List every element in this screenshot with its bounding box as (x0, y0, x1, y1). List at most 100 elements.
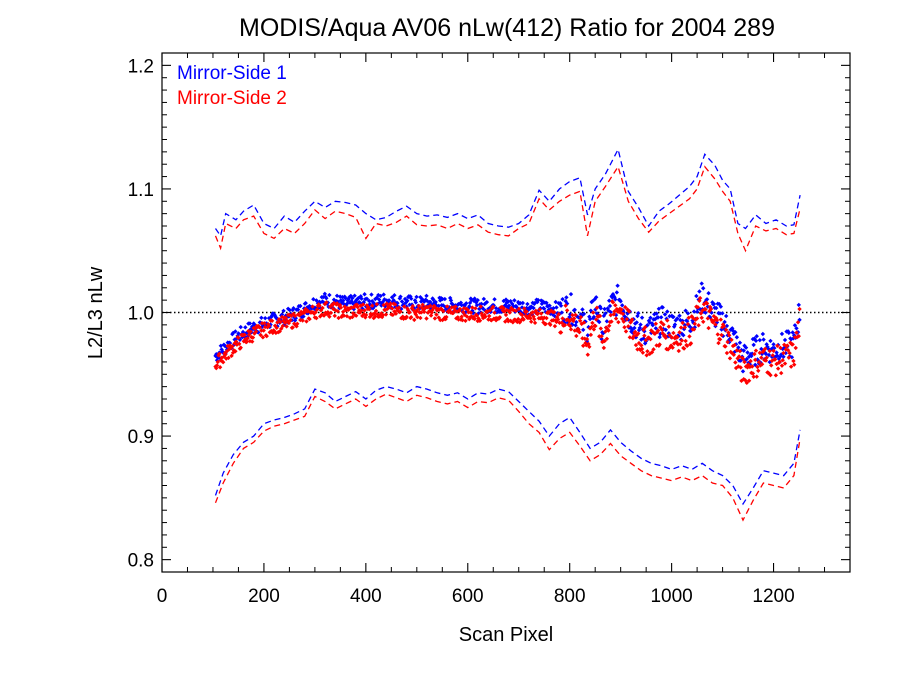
series-1-point (791, 336, 796, 341)
series-1-point (564, 295, 569, 300)
series-2-point (353, 313, 359, 318)
series-1-point (547, 303, 552, 308)
series-2-point (726, 330, 731, 335)
series-2-point (692, 321, 698, 327)
series-1-point (574, 319, 579, 325)
series-1-point (243, 325, 248, 330)
series-2-point (226, 355, 231, 361)
series-2-point (314, 315, 319, 321)
series-2-point (477, 318, 483, 323)
series-1-point (558, 303, 564, 308)
series-2-point (623, 305, 628, 310)
series-2-point (769, 358, 775, 363)
series-2-point (250, 339, 255, 344)
series-1-point (222, 343, 227, 348)
series-1-point (730, 326, 735, 331)
series-2-point (503, 319, 508, 324)
series-2-point (691, 316, 696, 321)
series-2-point (258, 332, 263, 338)
series-1-point (581, 327, 586, 333)
series-2-point (418, 315, 423, 321)
series-2-point (715, 332, 720, 337)
series-1-point (709, 310, 714, 315)
series-2-point (610, 300, 616, 305)
series-1-point (369, 292, 374, 297)
series-2-point (641, 327, 646, 332)
series-2-point (713, 322, 718, 327)
series-1-point (247, 321, 253, 326)
series-1-point (512, 298, 517, 303)
series-2-point (695, 305, 701, 310)
series-2-point (530, 310, 535, 315)
series-2-point (554, 319, 559, 325)
series-2-point (645, 349, 650, 354)
series-1-point (662, 312, 668, 317)
series-2-point (723, 344, 728, 349)
series-1-point (474, 302, 480, 308)
series-1-point (493, 306, 499, 311)
series-2-lower-envelope (214, 393, 801, 522)
y-tick-label: 1.1 (128, 180, 154, 201)
series-2-point (749, 364, 755, 369)
series-2-point (649, 328, 654, 333)
series-1-point (334, 293, 340, 298)
series-1-point (324, 296, 329, 301)
series-2-point (355, 304, 360, 310)
series-2-point (233, 349, 238, 354)
series-2-point (238, 345, 243, 350)
series-1-point (281, 308, 286, 314)
series-1-point (554, 305, 559, 310)
series-1-point (785, 329, 791, 334)
series-2-point (568, 323, 573, 329)
series-1-point (794, 326, 799, 331)
series-2-point (676, 348, 681, 354)
series-1-point (551, 306, 556, 311)
series-1-point (792, 323, 798, 328)
series-1-point (613, 312, 619, 318)
series-2-point (389, 306, 395, 311)
series-2-point (259, 321, 265, 326)
series-2-point (768, 372, 773, 378)
series-2-point (658, 325, 663, 330)
series-2-point (699, 315, 704, 320)
series-2-point (362, 308, 367, 313)
series-2-point (246, 332, 252, 337)
series-2-point (383, 312, 389, 317)
series-2-point (581, 343, 586, 348)
series-1-point (699, 281, 704, 286)
series-2-point (786, 355, 792, 360)
series-2-point (407, 310, 412, 315)
series-2-point (601, 345, 607, 351)
chart-title: MODIS/Aqua AV06 nLw(412) Ratio for 2004 … (239, 14, 775, 42)
series-1-point (525, 307, 531, 313)
series-1-point (514, 305, 519, 310)
series-1-point (676, 333, 681, 339)
series-2-point (422, 309, 427, 315)
series-1-point (528, 306, 533, 311)
series-1-point (560, 296, 565, 302)
x-tick-label: 800 (554, 586, 586, 607)
series-mirror-side-1-points (213, 281, 802, 374)
series-2-point (373, 314, 378, 319)
series-2-point (546, 310, 552, 316)
series-2-point (724, 350, 730, 356)
series-2-point (602, 338, 607, 344)
series-2-point (669, 335, 675, 340)
series-2-point (633, 342, 639, 348)
series-1-point (535, 299, 540, 305)
series-1-point (618, 299, 623, 304)
x-tick-label: 1200 (752, 586, 794, 607)
series-2-point (767, 348, 772, 354)
series-1-point (492, 297, 497, 302)
series-2-point (675, 335, 680, 340)
series-2-point (754, 374, 759, 379)
series-2-point (284, 324, 289, 329)
series-2-point (728, 349, 733, 355)
series-2-point (527, 313, 532, 318)
series-2-point (642, 325, 648, 330)
series-2-point (233, 339, 239, 344)
series-2-point (366, 306, 372, 312)
series-2-point (341, 313, 347, 318)
series-1-point (227, 340, 233, 346)
series-2-point (639, 343, 644, 348)
